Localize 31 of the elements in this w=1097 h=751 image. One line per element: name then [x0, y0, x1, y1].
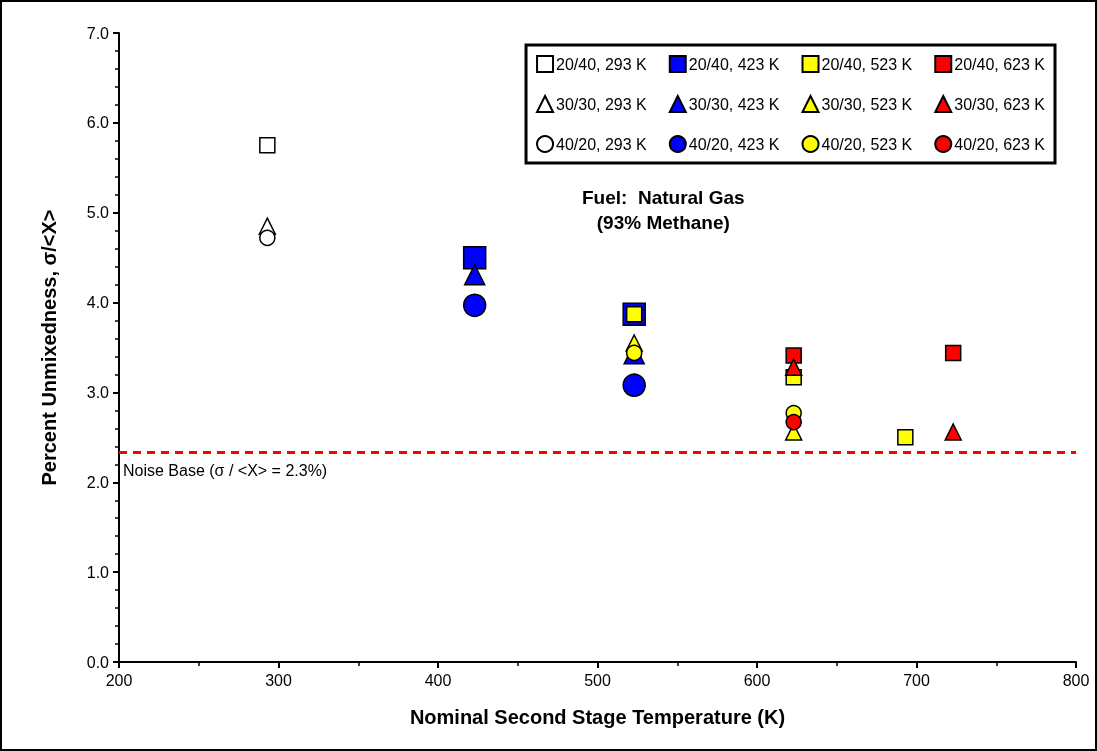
y-tick-label: 2.0 [86, 473, 110, 491]
x-tick-label: 800 [1062, 671, 1090, 689]
y-tick-label: 7.0 [86, 24, 110, 42]
x-tick-label: 300 [265, 671, 292, 689]
y-tick-label: 4.0 [86, 294, 110, 312]
y-tick-label: 5.0 [86, 204, 110, 222]
x-tick-label: 200 [105, 671, 133, 689]
legend-label: 20/40, 293 K [556, 55, 648, 73]
y-tick-label: 0.0 [86, 653, 110, 671]
x-tick-label: 500 [584, 671, 611, 689]
legend-label: 20/40, 623 K [954, 55, 1046, 73]
y-tick-label: 6.0 [86, 114, 110, 132]
x-axis-title: Nominal Second Stage Temperature (K) [409, 706, 786, 728]
y-tick-label: 1.0 [86, 563, 110, 581]
legend-label: 20/40, 423 K [688, 55, 780, 73]
legend-label: 40/20, 293 K [556, 135, 648, 153]
legend-label: 30/30, 423 K [688, 95, 780, 113]
legend-label: 30/30, 293 K [556, 95, 648, 113]
x-tick-label: 700 [903, 671, 930, 689]
legend-label: 40/20, 523 K [821, 135, 913, 153]
legend-label: 30/30, 523 K [821, 95, 913, 113]
legend-label: 30/30, 623 K [954, 95, 1046, 113]
x-tick-label: 400 [424, 671, 452, 689]
ref-line-label: Noise Base (σ / <X> = 2.3%) [123, 462, 328, 480]
y-axis-title: Percent Unmixedness, σ/<X> [38, 209, 60, 486]
legend-label: 40/20, 623 K [954, 135, 1046, 153]
legend-label: 40/20, 423 K [688, 135, 780, 153]
annotation: Fuel: Natural Gas (93% Methane) [581, 187, 745, 233]
y-tick-label: 3.0 [86, 383, 110, 401]
x-tick-label: 600 [743, 671, 771, 689]
legend-label: 20/40, 523 K [821, 55, 913, 73]
